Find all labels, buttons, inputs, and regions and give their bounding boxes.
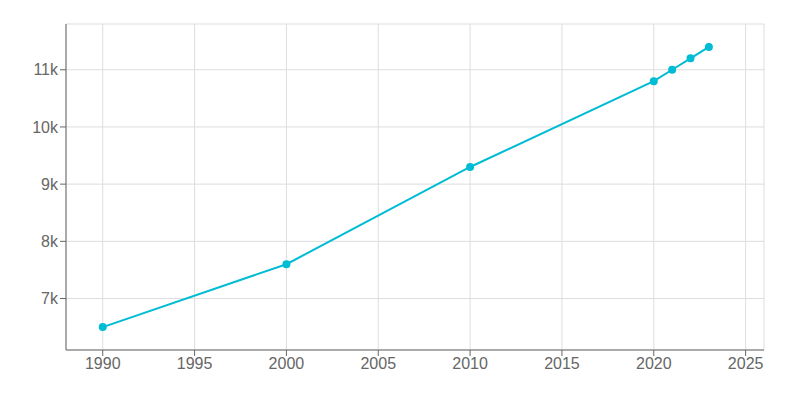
svg-text:8k: 8k <box>41 233 59 250</box>
svg-text:1995: 1995 <box>177 355 213 372</box>
svg-text:2020: 2020 <box>636 355 672 372</box>
svg-text:2010: 2010 <box>452 355 488 372</box>
svg-text:2005: 2005 <box>360 355 396 372</box>
svg-text:2015: 2015 <box>544 355 580 372</box>
svg-text:10k: 10k <box>32 119 59 136</box>
svg-text:2025: 2025 <box>728 355 764 372</box>
svg-text:1990: 1990 <box>85 355 121 372</box>
svg-text:9k: 9k <box>41 176 59 193</box>
svg-text:7k: 7k <box>41 290 59 307</box>
svg-text:11k: 11k <box>33 61 59 78</box>
svg-text:2000: 2000 <box>269 355 305 372</box>
